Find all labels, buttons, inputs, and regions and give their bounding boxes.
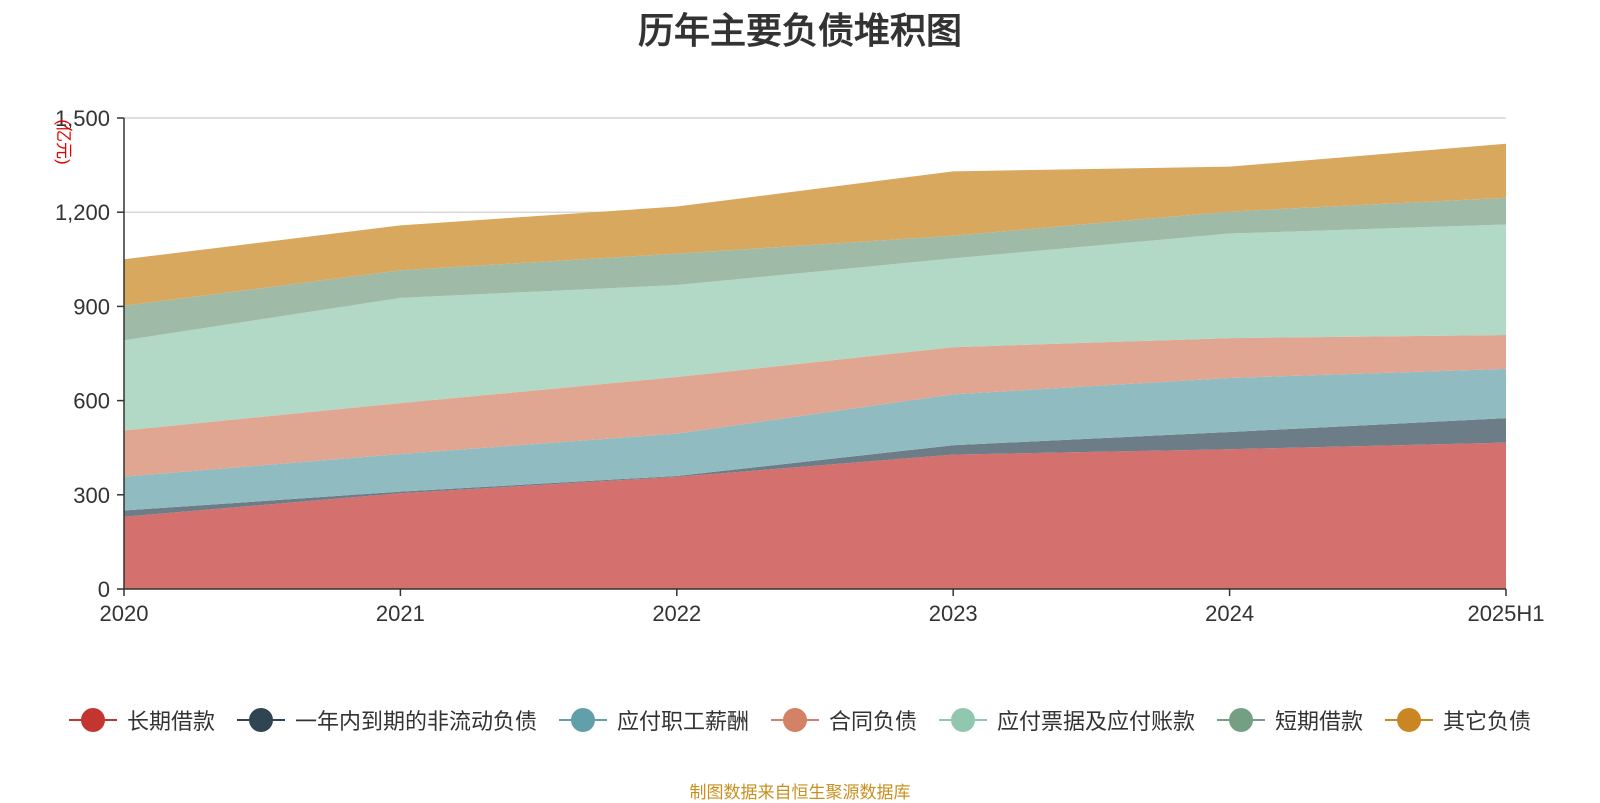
y-axis-unit-label: (亿元) [54,119,73,164]
legend-label: 其它负债 [1443,709,1532,734]
area-series-6 [124,197,1506,341]
x-tick-labels: 2020 2021 2022 2023 2024 2025H1 [100,589,1545,626]
legend-marker-icon [1217,706,1266,734]
legend-marker-icon [939,706,987,734]
legend-label: 长期借款 [126,709,215,734]
area-series-3 [124,368,1506,511]
x-tick-label: 2025H1 [1467,601,1544,626]
legend-label: 应付职工薪酬 [616,709,749,734]
area-series-4 [124,334,1506,477]
y-tick-label: 0 [98,577,110,602]
chart-legend: 长期借款 一年内到期的非流动负债 应付职工薪酬 合同负债 应付票据及应付账款 短期借款 其它… [0,700,1600,740]
legend-item-1[interactable]: 长期借款 [68,704,215,736]
legend-marker-icon [68,706,117,734]
axes [123,118,1506,590]
x-tick-label: 2023 [929,601,978,626]
legend-item-4[interactable]: 合同负债 [770,704,917,736]
x-tick-label: 2020 [100,601,149,626]
area-series-group [124,143,1506,589]
legend-item-3[interactable]: 应付职工薪酬 [558,704,749,736]
y-tick-label: 1,200 [55,200,110,225]
legend-item-5[interactable]: 应付票据及应付账款 [939,704,1195,736]
legend-item-2[interactable]: 一年内到期的非流动负债 [236,704,537,736]
legend-item-6[interactable]: 短期借款 [1217,704,1363,736]
legend-marker-icon [558,706,607,734]
x-tick-label: 2022 [652,601,701,626]
y-tick-label: 600 [73,389,110,414]
area-series-1 [124,442,1506,589]
y-tick-label: 1,500 [55,106,110,131]
legend-marker-icon [1385,706,1434,734]
legend-label: 应付票据及应付账款 [997,709,1196,734]
legend-marker-icon [770,706,819,734]
x-tick-label: 2024 [1205,601,1254,626]
x-tick-label: 2021 [376,601,425,626]
area-series-5 [124,224,1506,431]
chart-title: 历年主要负债堆积图 [637,10,962,51]
legend-item-7[interactable]: 其它负债 [1385,704,1531,736]
y-tick-label: 300 [73,483,110,508]
y-tick-labels: 0 300 600 900 1,200 1,500 [55,106,124,602]
area-series-7 [124,143,1506,306]
legend-marker-icon [236,706,285,734]
legend-label: 一年内到期的非流动负债 [294,709,537,734]
source-note: 制图数据来自恒生聚源数据库 [689,783,911,802]
legend-label: 短期借款 [1275,709,1364,734]
area-series-2 [124,418,1506,517]
legend-label: 合同负债 [828,709,917,734]
y-tick-label: 900 [73,294,110,319]
